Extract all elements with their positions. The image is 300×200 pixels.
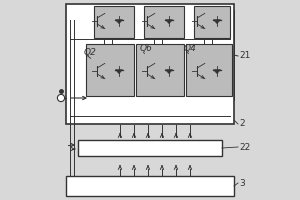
Text: 21: 21 — [239, 51, 250, 60]
Bar — [66, 4, 234, 124]
Text: Q2: Q2 — [84, 48, 97, 58]
Bar — [66, 176, 234, 196]
Circle shape — [57, 94, 64, 102]
Polygon shape — [214, 20, 220, 24]
Polygon shape — [116, 70, 122, 74]
Polygon shape — [166, 20, 172, 24]
Bar — [186, 44, 232, 96]
Bar — [136, 44, 184, 96]
Bar — [78, 140, 222, 156]
Bar — [94, 6, 134, 38]
Text: 2: 2 — [239, 119, 244, 129]
Polygon shape — [214, 70, 220, 74]
Bar — [144, 6, 184, 38]
Bar — [194, 6, 230, 38]
Polygon shape — [116, 20, 122, 24]
Text: Q6: Q6 — [140, 45, 153, 53]
Text: 3: 3 — [239, 178, 245, 188]
Text: Q4: Q4 — [184, 45, 197, 53]
Polygon shape — [166, 70, 172, 74]
Bar — [86, 44, 134, 96]
Text: 22: 22 — [239, 142, 250, 152]
